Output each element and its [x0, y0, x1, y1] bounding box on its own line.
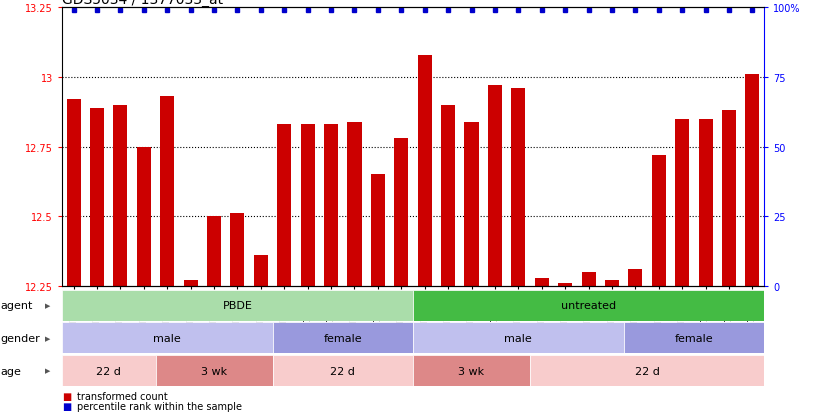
Text: 22 d: 22 d — [634, 366, 659, 376]
Text: ▶: ▶ — [45, 335, 50, 341]
Text: female: female — [324, 333, 362, 343]
Bar — [301, 125, 315, 286]
Bar — [413, 355, 530, 386]
Bar — [413, 323, 624, 354]
Text: 22 d: 22 d — [330, 366, 355, 376]
Bar — [418, 55, 432, 286]
Text: 22 d: 22 d — [97, 366, 121, 376]
Bar — [413, 290, 764, 321]
Bar — [278, 125, 292, 286]
Bar — [324, 125, 338, 286]
Bar — [534, 278, 548, 286]
Bar — [745, 75, 759, 286]
Text: percentile rank within the sample: percentile rank within the sample — [77, 401, 242, 411]
Bar — [511, 89, 525, 286]
Bar — [62, 323, 273, 354]
Bar — [464, 122, 478, 286]
Text: ■: ■ — [62, 401, 71, 411]
Bar — [530, 355, 764, 386]
Text: age: age — [1, 366, 21, 376]
Text: gender: gender — [1, 333, 40, 343]
Bar — [62, 355, 155, 386]
Text: agent: agent — [1, 300, 33, 311]
Text: male: male — [505, 333, 532, 343]
Bar — [624, 323, 764, 354]
Bar — [371, 175, 385, 286]
Bar — [113, 106, 127, 286]
Text: ■: ■ — [62, 391, 71, 401]
Text: untreated: untreated — [561, 300, 616, 311]
Bar — [652, 156, 666, 286]
Bar — [62, 290, 413, 321]
Bar — [137, 147, 151, 286]
Text: 3 wk: 3 wk — [458, 366, 485, 376]
Bar — [699, 119, 713, 286]
Text: 3 wk: 3 wk — [201, 366, 227, 376]
Text: PBDE: PBDE — [222, 300, 253, 311]
Text: ▶: ▶ — [45, 302, 50, 309]
Bar — [207, 217, 221, 286]
Text: female: female — [675, 333, 713, 343]
Bar — [488, 86, 502, 286]
Bar — [183, 281, 197, 286]
Bar — [629, 270, 643, 286]
Bar — [722, 111, 736, 286]
Text: GDS5034 / 1377033_at: GDS5034 / 1377033_at — [62, 0, 223, 7]
Bar — [254, 256, 268, 286]
Bar — [558, 283, 572, 286]
Bar — [394, 139, 408, 286]
Bar — [90, 108, 104, 286]
Bar — [605, 281, 619, 286]
Text: ▶: ▶ — [45, 368, 50, 374]
Bar — [67, 100, 81, 286]
Bar — [230, 214, 244, 286]
Bar — [155, 355, 273, 386]
Bar — [441, 106, 455, 286]
Bar — [273, 355, 413, 386]
Bar — [273, 323, 413, 354]
Text: male: male — [154, 333, 181, 343]
Bar — [160, 97, 174, 286]
Text: transformed count: transformed count — [77, 391, 168, 401]
Bar — [582, 272, 596, 286]
Bar — [675, 119, 689, 286]
Bar — [348, 122, 362, 286]
